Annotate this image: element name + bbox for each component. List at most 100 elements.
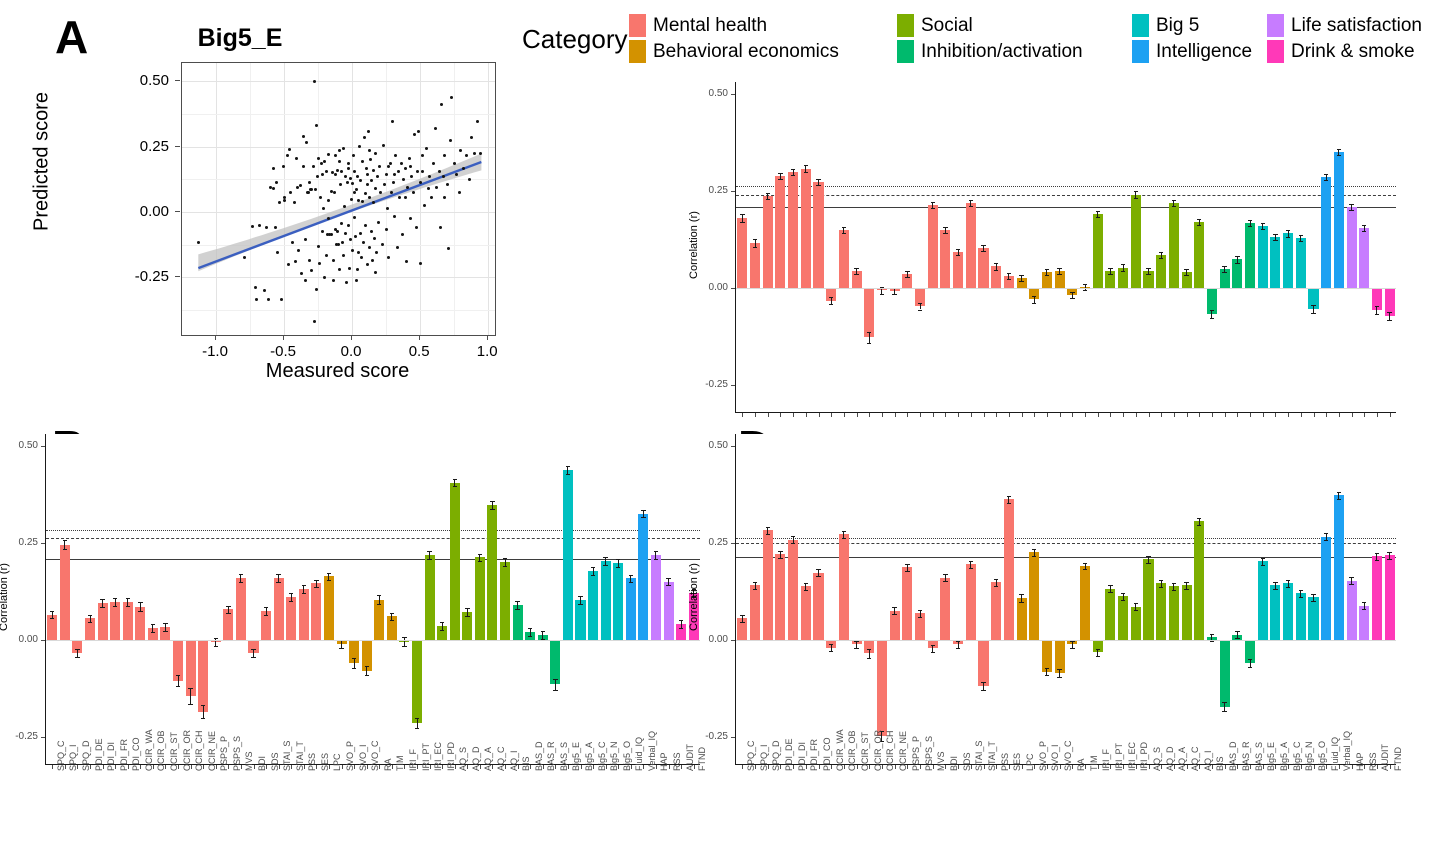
scatter-point bbox=[266, 298, 270, 302]
panel-a-title: Big5_E bbox=[197, 24, 283, 52]
scatter-point bbox=[377, 221, 381, 225]
x-tick-mark bbox=[1326, 413, 1328, 417]
scatter-point bbox=[433, 126, 437, 130]
grid-line-horizontal bbox=[182, 114, 495, 115]
error-bar-cap bbox=[1260, 557, 1265, 559]
bar bbox=[449, 482, 460, 640]
scatter-point bbox=[288, 147, 291, 151]
x-tick-mark bbox=[1262, 765, 1264, 769]
scatter-point bbox=[320, 172, 324, 176]
error-bar-cap bbox=[1285, 230, 1291, 232]
error-bar bbox=[970, 200, 972, 207]
error-bar-cap bbox=[603, 557, 608, 559]
scatter-point bbox=[418, 180, 422, 184]
error-bar-cap bbox=[828, 303, 834, 305]
x-tick-mark bbox=[970, 413, 972, 417]
error-bar-cap bbox=[666, 577, 671, 579]
x-tick-mark bbox=[805, 413, 807, 417]
error-bar bbox=[894, 287, 896, 294]
scatter-point bbox=[355, 278, 359, 282]
error-bar-cap bbox=[1146, 562, 1151, 564]
bar bbox=[1168, 586, 1179, 640]
x-tick-mark bbox=[253, 765, 255, 769]
error-bar-cap bbox=[1235, 638, 1240, 640]
legend-item[interactable]: Intelligence bbox=[1132, 38, 1252, 64]
error-bar-cap bbox=[1184, 275, 1189, 277]
y-tick-label: -0.25 bbox=[705, 378, 728, 390]
error-bar-cap bbox=[1387, 311, 1392, 313]
x-tick-mark bbox=[1351, 765, 1353, 769]
x-tick-mark bbox=[907, 413, 909, 417]
bar bbox=[361, 639, 372, 671]
legend-swatch-icon bbox=[1132, 39, 1149, 63]
legend-item[interactable]: Life satisfaction bbox=[1267, 12, 1422, 38]
error-bar-cap bbox=[1349, 210, 1354, 212]
scatter-point bbox=[323, 275, 327, 279]
legend-title: Category bbox=[522, 24, 628, 54]
error-bar-cap bbox=[1235, 256, 1240, 258]
y-tick-mark bbox=[41, 542, 45, 544]
y-tick-label: 0.00 bbox=[708, 281, 728, 293]
error-bar bbox=[240, 573, 242, 582]
legend-item[interactable]: Big 5 bbox=[1132, 12, 1252, 38]
scatter-point bbox=[399, 162, 403, 166]
x-tick-mark bbox=[894, 765, 896, 769]
legend-item[interactable]: Inhibition/activation bbox=[897, 38, 1083, 64]
error-bar bbox=[767, 526, 769, 534]
legend-item[interactable]: Drink & smoke bbox=[1267, 38, 1422, 64]
y-tick-label: 0.00 bbox=[708, 633, 728, 645]
bar bbox=[512, 604, 523, 640]
bar bbox=[424, 555, 435, 640]
error-bar bbox=[1071, 640, 1073, 648]
scatter-point bbox=[432, 162, 436, 166]
bar bbox=[588, 570, 599, 640]
x-tick-mark bbox=[970, 765, 972, 769]
bar bbox=[788, 539, 799, 640]
error-bar-cap bbox=[1120, 270, 1126, 272]
bar bbox=[1041, 272, 1053, 288]
panel-c-plot-area bbox=[736, 82, 1396, 412]
error-bar-cap bbox=[1070, 640, 1075, 642]
bar bbox=[813, 572, 824, 640]
x-tick-mark bbox=[1288, 413, 1290, 417]
x-tick-mark bbox=[1237, 765, 1239, 769]
error-bar bbox=[1351, 203, 1353, 211]
scatter-point bbox=[379, 190, 383, 194]
bar bbox=[978, 639, 989, 687]
error-bar-cap bbox=[981, 690, 986, 692]
x-tick-mark bbox=[404, 765, 406, 769]
error-bar-cap bbox=[1336, 491, 1342, 493]
error-bar bbox=[366, 666, 368, 676]
legend-swatch-icon bbox=[1132, 13, 1149, 37]
error-bar-cap bbox=[943, 233, 948, 235]
error-bar-cap bbox=[678, 620, 684, 622]
legend-item[interactable]: Behavioral economics bbox=[629, 38, 839, 64]
scatter-point bbox=[392, 180, 396, 184]
error-bar bbox=[202, 705, 204, 718]
bar bbox=[1016, 278, 1027, 288]
scatter-point bbox=[394, 154, 398, 158]
x-tick-mark bbox=[77, 765, 79, 769]
error-bar-cap bbox=[251, 657, 256, 659]
legend-column: Big 5 Intelligence bbox=[1132, 12, 1252, 64]
error-bar bbox=[668, 577, 670, 586]
scatter-point bbox=[285, 154, 289, 158]
legend-item[interactable]: Social bbox=[897, 12, 1083, 38]
error-bar bbox=[754, 581, 756, 590]
error-bar bbox=[1173, 200, 1175, 207]
legend-item[interactable]: Mental health bbox=[629, 12, 839, 38]
error-bar bbox=[542, 630, 544, 639]
error-bar-cap bbox=[1336, 148, 1342, 150]
y-tick-label: 0.25 bbox=[708, 536, 728, 548]
bar bbox=[749, 243, 761, 288]
bar bbox=[813, 182, 824, 288]
bar bbox=[147, 628, 158, 640]
legend-item-label: Behavioral economics bbox=[653, 40, 839, 62]
x-tick-mark bbox=[1186, 413, 1188, 417]
reference-line-dashed bbox=[736, 195, 1396, 197]
scatter-point bbox=[262, 289, 266, 293]
bar bbox=[775, 554, 786, 640]
scatter-point bbox=[371, 258, 375, 262]
error-bar-cap bbox=[427, 550, 432, 552]
bar bbox=[411, 639, 423, 724]
